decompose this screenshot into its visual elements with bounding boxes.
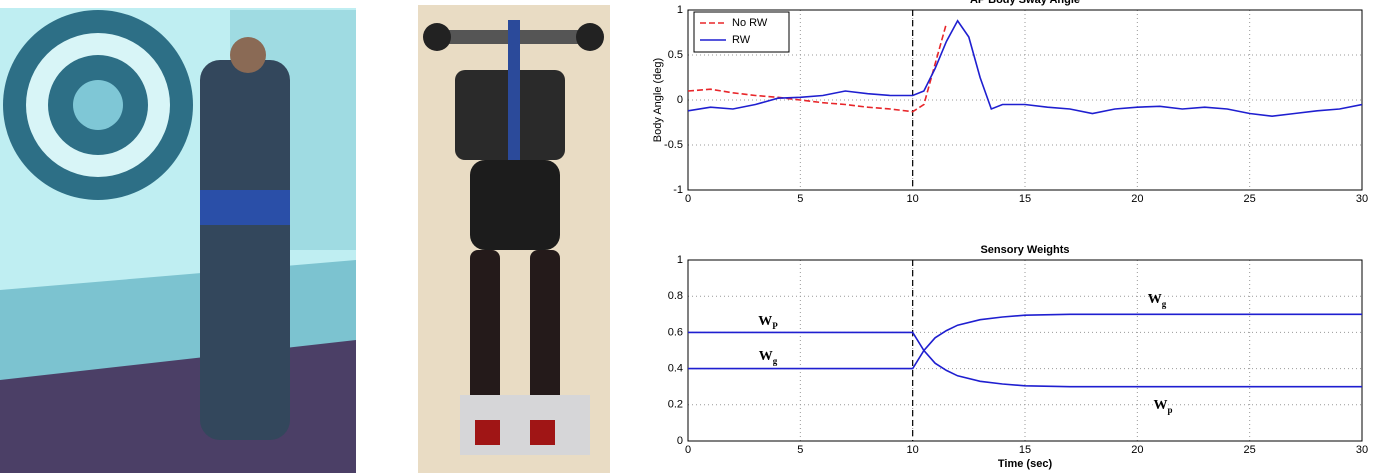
y-tick-label: 0 [677, 94, 683, 106]
series-line [688, 331, 1362, 388]
curve-label: WP [758, 314, 778, 331]
plot-frame [687, 9, 1363, 191]
curve-label-sub: g [1162, 299, 1167, 309]
x-axis-label: Time (sec) [998, 458, 1053, 470]
series-line [688, 313, 1362, 370]
x-tick-label: 0 [685, 444, 691, 456]
y-tick-label: 0.8 [668, 290, 683, 302]
y-tick-label: 1 [677, 4, 683, 16]
x-tick-label: 15 [1019, 193, 1031, 205]
y-tick-label: -0.5 [664, 139, 683, 151]
curve-label-main: W [758, 314, 772, 329]
y-tick-label: 0 [677, 435, 683, 447]
curve-label-main: W [759, 349, 773, 364]
x-tick-label: 5 [797, 193, 803, 205]
x-tick-label: 0 [685, 193, 691, 205]
curve-label-sub: g [773, 356, 778, 366]
curve-label-sub: p [1167, 405, 1172, 415]
y-tick-label: 1 [677, 254, 683, 266]
chart-title: AP Body Sway Angle [970, 0, 1080, 6]
series-line [688, 19, 1362, 118]
y-tick-label: 0.6 [668, 326, 683, 338]
x-tick-label: 15 [1019, 444, 1031, 456]
plot-frame [687, 259, 1363, 442]
y-tick-label: 0.4 [668, 363, 683, 375]
photo-robot [418, 5, 610, 473]
legend-label: RW [732, 34, 751, 46]
curve-label: Wg [759, 349, 778, 366]
legend-label: No RW [732, 17, 768, 29]
x-tick-label: 5 [797, 444, 803, 456]
curve-label-main: W [1153, 398, 1167, 413]
x-tick-label: 30 [1356, 444, 1368, 456]
x-tick-label: 10 [907, 193, 919, 205]
series-line [688, 23, 948, 113]
x-tick-label: 20 [1131, 444, 1143, 456]
x-tick-label: 10 [907, 444, 919, 456]
x-tick-label: 25 [1244, 444, 1256, 456]
curve-label: Wg [1148, 292, 1167, 309]
x-tick-label: 30 [1356, 193, 1368, 205]
y-tick-label: 0.2 [668, 399, 683, 411]
plot-area [688, 260, 1362, 441]
x-tick-label: 25 [1244, 193, 1256, 205]
y-axis-label: Body Angle (deg) [652, 58, 664, 142]
y-tick-label: -1 [673, 184, 683, 196]
curve-label-main: W [1148, 292, 1162, 307]
curve-label-sub: P [772, 321, 778, 331]
x-tick-label: 20 [1131, 193, 1143, 205]
photo-subject [0, 0, 356, 473]
chart-title: Sensory Weights [980, 244, 1069, 256]
y-tick-label: 0.5 [668, 49, 683, 61]
legend-box [693, 11, 790, 53]
curve-label: Wp [1153, 398, 1172, 415]
